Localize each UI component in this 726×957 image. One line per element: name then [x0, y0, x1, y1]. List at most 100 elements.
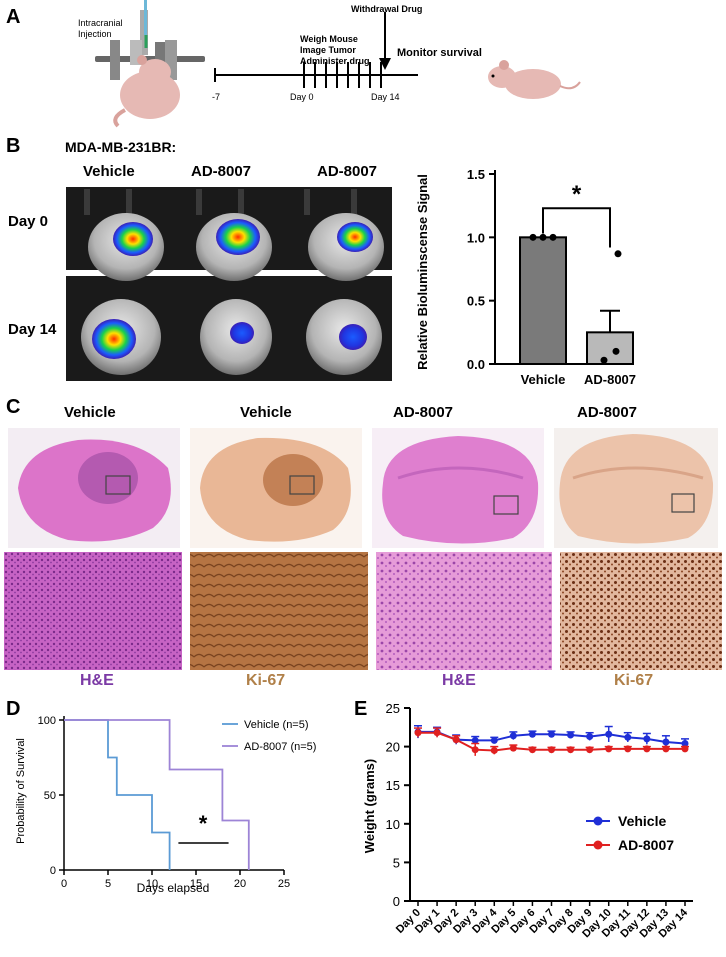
- d-legend-label: AD-8007 (n=5): [244, 741, 316, 753]
- panel-a-letter: A: [6, 6, 21, 28]
- b-data-point: [612, 347, 620, 355]
- d-x-axis-label: Days elapsed: [137, 881, 210, 895]
- e-y-tick-label: 25: [386, 701, 400, 716]
- b-y-tick-label: 0.0: [467, 357, 485, 372]
- inset-box: [105, 475, 131, 495]
- d-series-line: [64, 719, 171, 870]
- b-data-point: [529, 233, 537, 241]
- panel-b-letter: B: [6, 135, 21, 157]
- e-data-point: [662, 738, 670, 746]
- ki67-magnified-ad8007: [560, 552, 722, 670]
- he-magnified-ad8007: [376, 552, 552, 670]
- mouse-illustration: [488, 60, 581, 99]
- e-data-point: [509, 744, 517, 752]
- survival-chart: Probability of Survival Days elapsed * 0…: [15, 715, 316, 895]
- step-image: Image Tumor: [300, 45, 356, 55]
- d-y-tick-label: 100: [38, 715, 56, 727]
- b-y-tick-label: 1.0: [467, 230, 485, 245]
- e-data-point: [567, 746, 575, 754]
- d-x-tick-label: 25: [278, 878, 290, 890]
- inset-box: [671, 493, 695, 513]
- b-significance-bracket: [542, 207, 611, 248]
- bli-signal: [230, 322, 254, 344]
- e-data-point: [681, 745, 689, 753]
- e-data-point: [433, 729, 441, 737]
- e-data-point: [605, 745, 613, 753]
- e-y-tick-label: 10: [386, 817, 400, 832]
- injection-label-line1: Intracranial: [78, 18, 123, 28]
- col-header-ad8007-2: AD-8007: [317, 163, 378, 180]
- step-weigh: Weigh Mouse: [300, 34, 358, 44]
- e-y-axis-label: Weight (grams): [362, 759, 377, 853]
- b-y-tick-label: 0.5: [467, 294, 485, 309]
- timeline-steps: Weigh Mouse Image Tumor Administer drug: [300, 34, 370, 67]
- magnified-sections: [4, 552, 722, 670]
- e-legend-label: AD-8007: [618, 837, 674, 853]
- d-series-line: [64, 719, 250, 870]
- d-y-tick-label: 50: [44, 790, 56, 802]
- d-legend-label: Vehicle (n=5): [244, 719, 309, 731]
- e-y-tick-label: 5: [393, 855, 400, 870]
- e-data-point: [528, 746, 536, 754]
- bli-row-day14: [81, 299, 382, 375]
- e-y-tick-label: 20: [386, 740, 400, 755]
- e-data-point: [643, 735, 651, 743]
- bli-signal: [337, 222, 373, 252]
- e-y-tick-label: 0: [393, 894, 400, 909]
- inset-box: [493, 495, 519, 515]
- e-data-point: [586, 746, 594, 754]
- bli-row-day0: [84, 189, 384, 281]
- e-legend-marker: [593, 840, 603, 850]
- panel-e-letter: E: [354, 698, 368, 720]
- stereotaxic-mouse-illustration: [95, 0, 205, 128]
- stain-label-ki67-2: Ki-67: [614, 672, 654, 689]
- b-y-axis-label: Relative Bioluminscense Signal: [415, 174, 430, 370]
- e-data-point: [471, 736, 479, 744]
- tick-minus7: -7: [212, 92, 221, 102]
- e-data-point: [548, 746, 555, 754]
- he-magnified-vehicle: [4, 552, 182, 670]
- d-x-tick-label: 15: [190, 878, 202, 890]
- e-data-point: [624, 745, 632, 753]
- he-section-ad8007: [382, 436, 539, 544]
- injection-label: Intracranial Injection: [78, 18, 123, 40]
- d-significance-star: *: [199, 811, 208, 836]
- row-header-day0: Day 0: [8, 213, 49, 230]
- b-y-tick-label: 1.5: [467, 167, 485, 182]
- panel-d-letter: D: [6, 698, 21, 720]
- e-data-point: [471, 746, 479, 754]
- d-y-axis-label: Probability of Survival: [15, 738, 27, 844]
- e-y-tick-label: 15: [386, 778, 400, 793]
- b-data-point: [600, 356, 608, 364]
- e-data-point: [509, 732, 517, 740]
- stain-label-ki67-1: Ki-67: [246, 672, 286, 689]
- d-x-tick-label: 20: [234, 878, 246, 890]
- bli-signal: [113, 222, 153, 256]
- bli-signal: [216, 219, 260, 255]
- b-bar: [519, 236, 567, 365]
- e-data-point: [528, 730, 536, 738]
- b-x-tick-label: Vehicle: [521, 372, 566, 387]
- panel-c-letter: C: [6, 396, 21, 418]
- ki67-magnified-vehicle: [190, 552, 368, 670]
- injection-label-line2: Injection: [78, 29, 112, 39]
- bli-signal: [339, 324, 367, 350]
- bli-image-grid: [66, 187, 392, 381]
- col-header-vehicle: Vehicle: [83, 163, 135, 180]
- e-data-point: [605, 730, 613, 738]
- b-data-point: [614, 250, 622, 258]
- stain-label-he-2: H&E: [442, 672, 476, 689]
- e-data-point: [624, 733, 632, 741]
- e-data-point: [681, 740, 689, 748]
- stain-label-he-1: H&E: [80, 672, 114, 689]
- bioluminescence-bar-chart: Relative Bioluminscense Signal * 0.0 0.5 1…: [415, 167, 636, 387]
- monitor-survival-label: Monitor survival: [397, 47, 482, 59]
- col-header-ad8007-1: AD-8007: [191, 163, 252, 180]
- e-data-point: [662, 745, 670, 753]
- step-administer: Administer drug: [300, 56, 370, 66]
- cell-line-label: MDA-MB-231BR:: [65, 139, 177, 155]
- e-data-point: [548, 730, 555, 738]
- b-x-tick-label: AD-8007: [584, 372, 636, 387]
- b-data-point: [539, 233, 547, 241]
